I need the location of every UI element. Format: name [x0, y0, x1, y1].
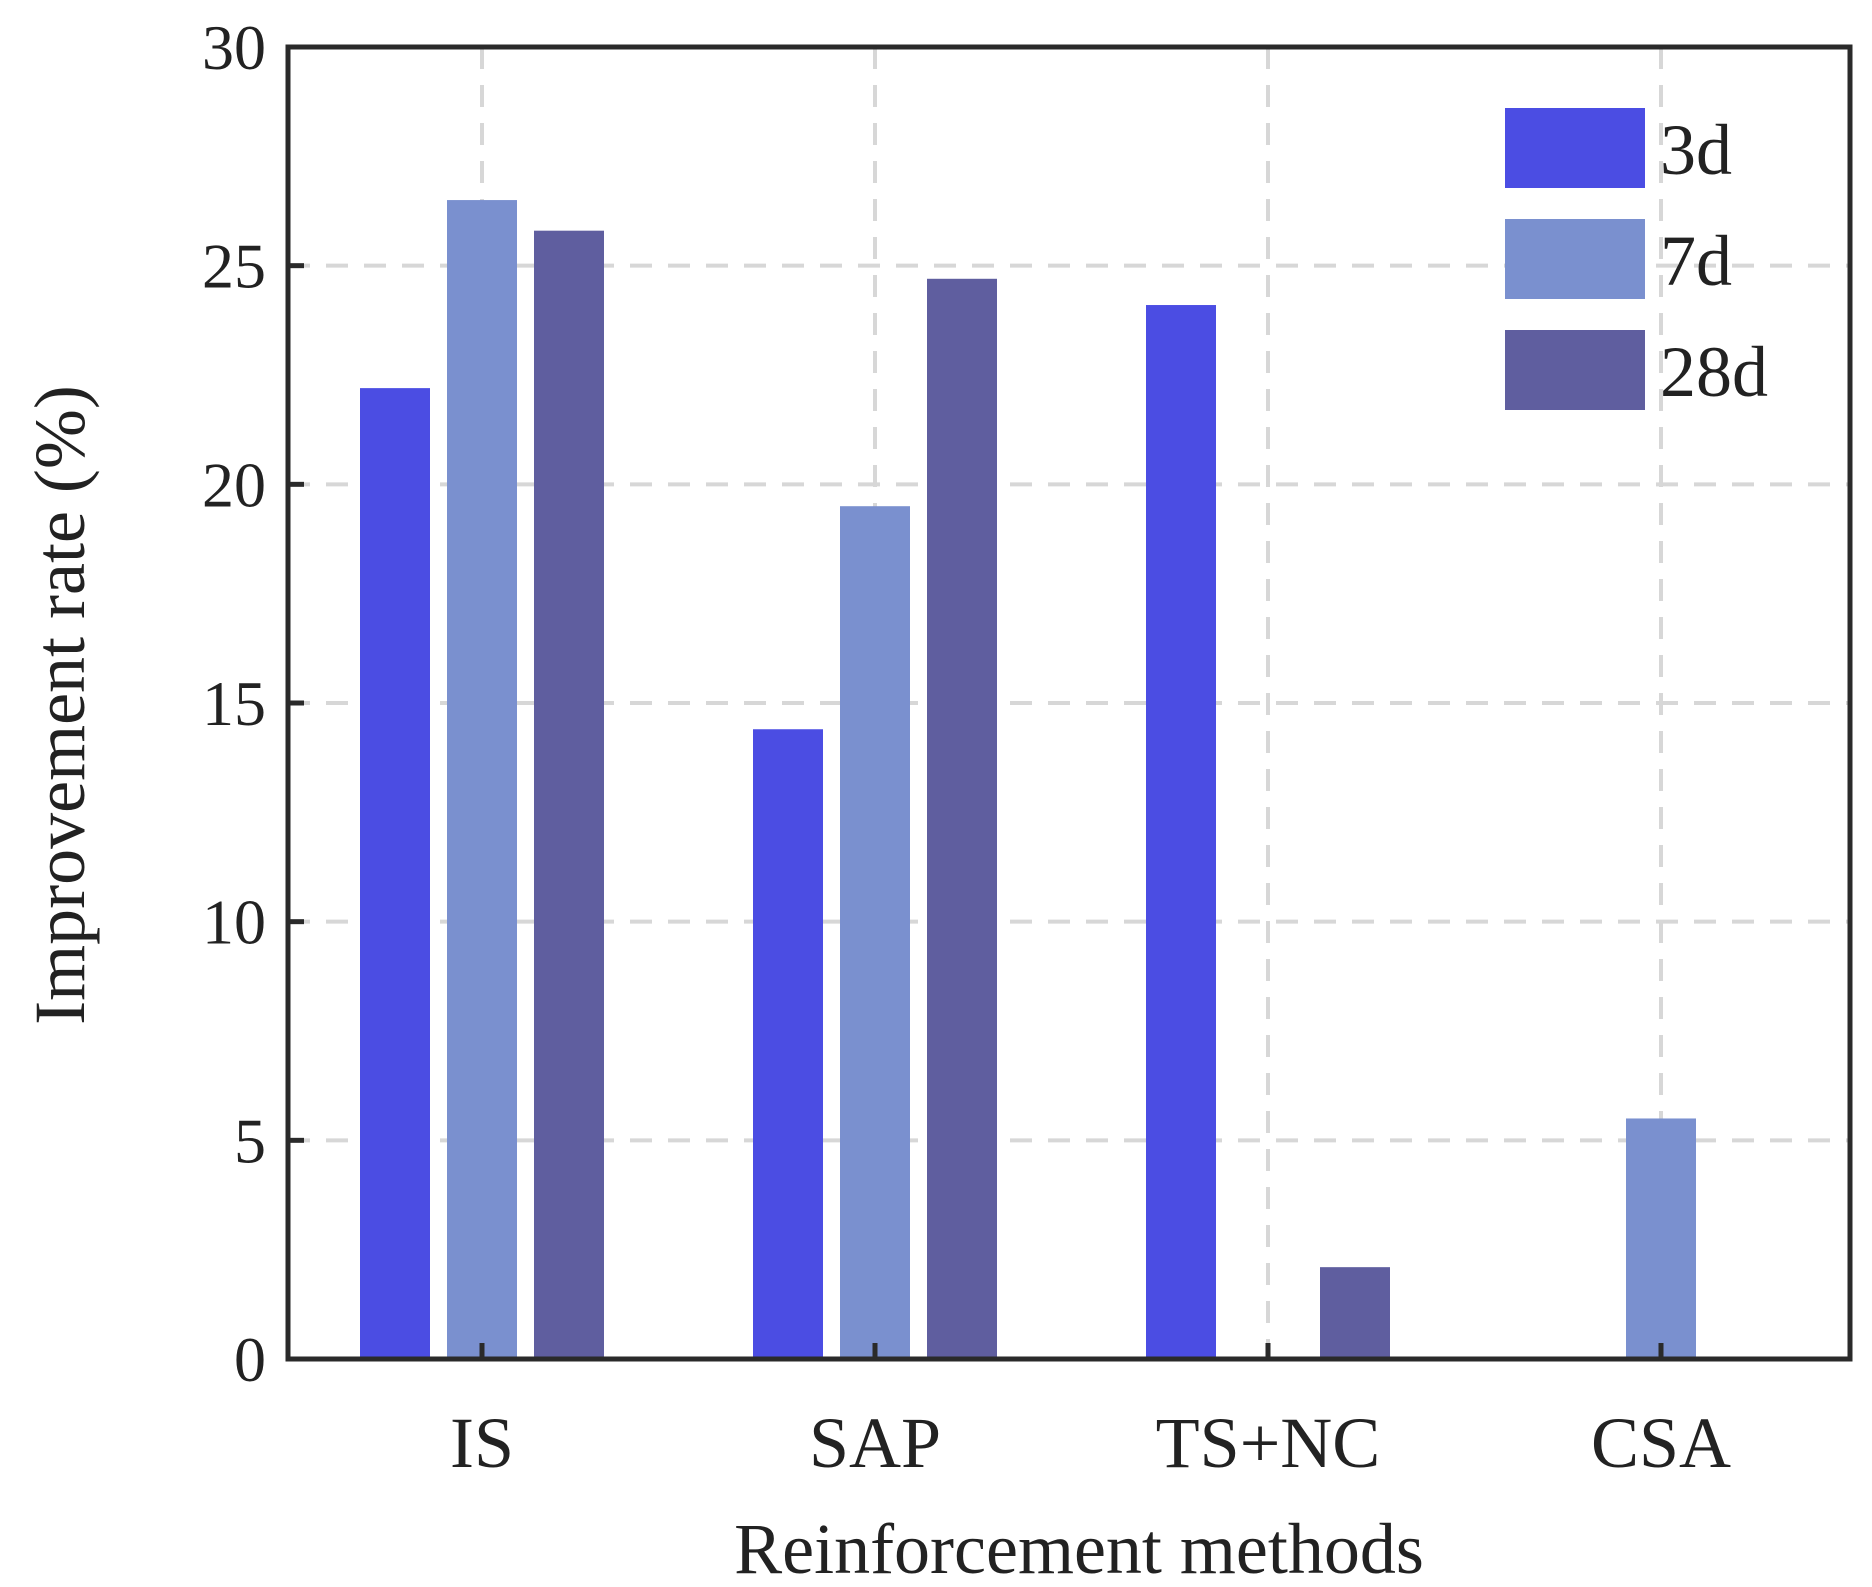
x-tick-label: CSA	[1591, 1403, 1731, 1483]
bar-layer	[360, 200, 1696, 1360]
y-tick-label: 25	[202, 231, 266, 302]
bar-7d-is	[447, 200, 517, 1360]
y-tick-label: 30	[202, 12, 266, 83]
bar-28d-sap	[927, 278, 997, 1360]
legend-swatch-3d	[1505, 108, 1645, 188]
legend-label-7d: 7d	[1660, 221, 1732, 301]
x-tick-label: IS	[450, 1403, 514, 1483]
y-tick-label: 0	[234, 1324, 266, 1395]
y-tick-label: 5	[234, 1105, 266, 1176]
legend-label-28d: 28d	[1660, 332, 1768, 412]
bar-28d-ts-nc	[1320, 1267, 1390, 1359]
legend-swatch-28d	[1505, 330, 1645, 410]
y-axis-title: Improvement rate (%)	[20, 385, 100, 1025]
tick-layer: 0 5 10 15 20 25 30 IS SAP TS+NC CSA	[202, 12, 1731, 1483]
bar-3d-sap	[753, 729, 823, 1359]
bar-7d-csa	[1626, 1118, 1696, 1359]
y-tick-label: 10	[202, 887, 266, 958]
legend-label-3d: 3d	[1660, 110, 1732, 190]
bar-28d-is	[534, 230, 604, 1360]
bar-3d-is	[360, 388, 430, 1359]
y-tick-label: 15	[202, 668, 266, 739]
y-tick-label: 20	[202, 449, 266, 520]
x-tick-label: TS+NC	[1156, 1403, 1381, 1483]
x-tick-label: SAP	[809, 1403, 941, 1483]
legend: 3d 7d 28d	[1505, 108, 1768, 412]
legend-swatch-7d	[1505, 219, 1645, 299]
bar-3d-ts-nc	[1146, 305, 1216, 1360]
x-axis-title: Reinforcement methods	[734, 1509, 1424, 1587]
bar-7d-sap	[840, 506, 910, 1359]
